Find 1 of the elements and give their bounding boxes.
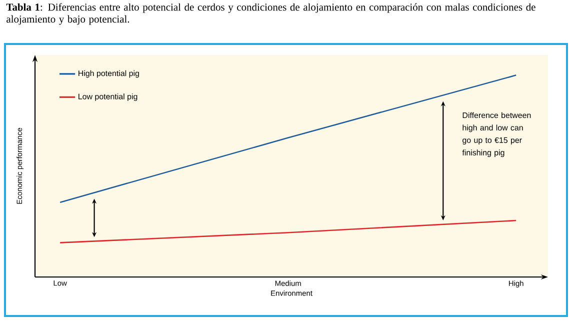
chart-title: Tabla 1: Diferencias entre alto potencial de cerdos y condiciones de alojamiento en comparación con malas condiciones de alojamiento y bajo potencial. [6, 3, 536, 25]
